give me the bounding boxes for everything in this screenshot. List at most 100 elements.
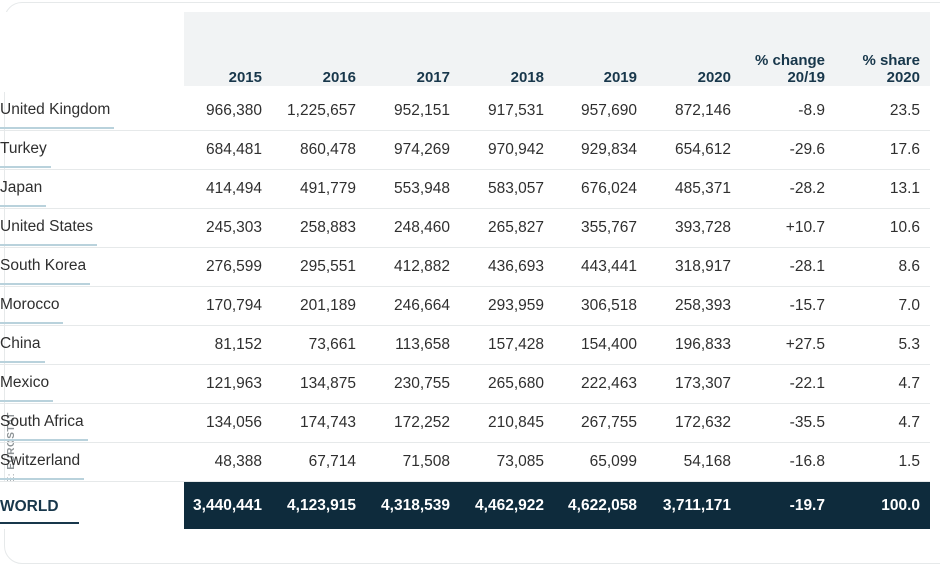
change-cell: -16.8 [741,443,835,482]
value-cell: 276,599 [184,248,272,287]
value-cell: 73,661 [272,326,366,365]
value-cell: 676,024 [554,170,647,209]
data-table: 2015 2016 2017 2018 2019 2020 % change 2… [0,12,930,529]
header-row: 2015 2016 2017 2018 2019 2020 % change 2… [0,12,930,92]
total-cell: 4,123,915 [272,482,366,529]
value-cell: 258,393 [647,287,741,326]
country-cell: Morocco [0,287,184,326]
value-cell: 172,252 [366,404,460,443]
table-row: China 81,152 73,661 113,658 157,428 154,… [0,326,930,365]
country-cell: WORLD [0,482,184,529]
country-cell: China [0,326,184,365]
value-cell: 684,481 [184,131,272,170]
column-header: 2016 [322,68,356,86]
table-row: United Kingdom 966,380 1,225,657 952,151… [0,92,930,131]
value-cell: 258,883 [272,209,366,248]
value-cell: 355,767 [554,209,647,248]
total-cell: 3,711,171 [647,482,741,529]
country-name: Morocco [0,296,64,324]
value-cell: 222,463 [554,365,647,404]
value-cell: 952,151 [366,92,460,131]
share-cell: 13.1 [835,170,930,209]
value-cell: 48,388 [184,443,272,482]
value-cell: 67,714 [272,443,366,482]
country-name: China [0,335,45,363]
country-name: South Korea [0,257,91,285]
value-cell: 248,460 [366,209,460,248]
column-header: 2018 [510,68,544,86]
value-cell: 491,779 [272,170,366,209]
country-name: Mexico [0,374,54,402]
value-cell: 73,085 [460,443,554,482]
country-cell: Mexico [0,365,184,404]
total-cell: 3,440,441 [184,482,272,529]
change-cell: -28.2 [741,170,835,209]
value-cell: 81,152 [184,326,272,365]
total-cell: 4,462,922 [460,482,554,529]
value-cell: 201,189 [272,287,366,326]
value-cell: 917,531 [460,92,554,131]
change-cell: -8.9 [741,92,835,131]
total-change-cell: -19.7 [741,482,835,529]
total-share-cell: 100.0 [835,482,930,529]
country-cell: South Africa [0,404,184,443]
value-cell: 306,518 [554,287,647,326]
table-row: South Africa 134,056 174,743 172,252 210… [0,404,930,443]
share-cell: 8.6 [835,248,930,287]
value-cell: 1,225,657 [272,92,366,131]
total-cell: 4,622,058 [554,482,647,529]
change-cell: -15.7 [741,287,835,326]
value-cell: 196,833 [647,326,741,365]
value-cell: 872,146 [647,92,741,131]
table-card [4,2,940,564]
table-row: South Korea 276,599 295,551 412,882 436,… [0,248,930,287]
country-cell: United Kingdom [0,92,184,131]
change-cell: -22.1 [741,365,835,404]
change-cell: -35.5 [741,404,835,443]
header-blank [0,12,184,92]
value-cell: 121,963 [184,365,272,404]
column-header: 2015 [228,68,262,86]
share-cell: 23.5 [835,92,930,131]
table-row: Morocco 170,794 201,189 246,664 293,959 … [0,287,930,326]
table-row: Japan 414,494 491,779 553,948 583,057 67… [0,170,930,209]
country-name: United States [0,218,98,246]
value-cell: 173,307 [647,365,741,404]
change-cell: -28.1 [741,248,835,287]
country-name: WORLD [0,498,79,524]
value-cell: 583,057 [460,170,554,209]
table-row: United States 245,303 258,883 248,460 26… [0,209,930,248]
value-cell: 245,303 [184,209,272,248]
share-cell: 5.3 [835,326,930,365]
value-cell: 654,612 [647,131,741,170]
value-cell: 318,917 [647,248,741,287]
value-cell: 553,948 [366,170,460,209]
share-cell: 4.7 [835,404,930,443]
value-cell: 485,371 [647,170,741,209]
value-cell: 436,693 [460,248,554,287]
share-cell: 7.0 [835,287,930,326]
value-cell: 265,827 [460,209,554,248]
value-cell: 295,551 [272,248,366,287]
value-cell: 210,845 [460,404,554,443]
value-cell: 246,664 [366,287,460,326]
value-cell: 443,441 [554,248,647,287]
value-cell: 414,494 [184,170,272,209]
change-cell: +10.7 [741,209,835,248]
share-cell: 17.6 [835,131,930,170]
country-name: South Africa [0,413,88,441]
column-header: 2020 [697,68,731,86]
share-cell: 10.6 [835,209,930,248]
value-cell: 172,632 [647,404,741,443]
header-background [184,12,930,86]
change-cell: -29.6 [741,131,835,170]
value-cell: 174,743 [272,404,366,443]
country-name: Turkey [0,140,51,168]
total-cell: 4,318,539 [366,482,460,529]
value-cell: 157,428 [460,326,554,365]
table-row: Switzerland 48,388 67,714 71,508 73,085 … [0,443,930,482]
country-name: Switzerland [0,452,85,480]
share-cell: 1.5 [835,443,930,482]
column-header: % change 20/19 [754,52,825,86]
country-cell: Japan [0,170,184,209]
